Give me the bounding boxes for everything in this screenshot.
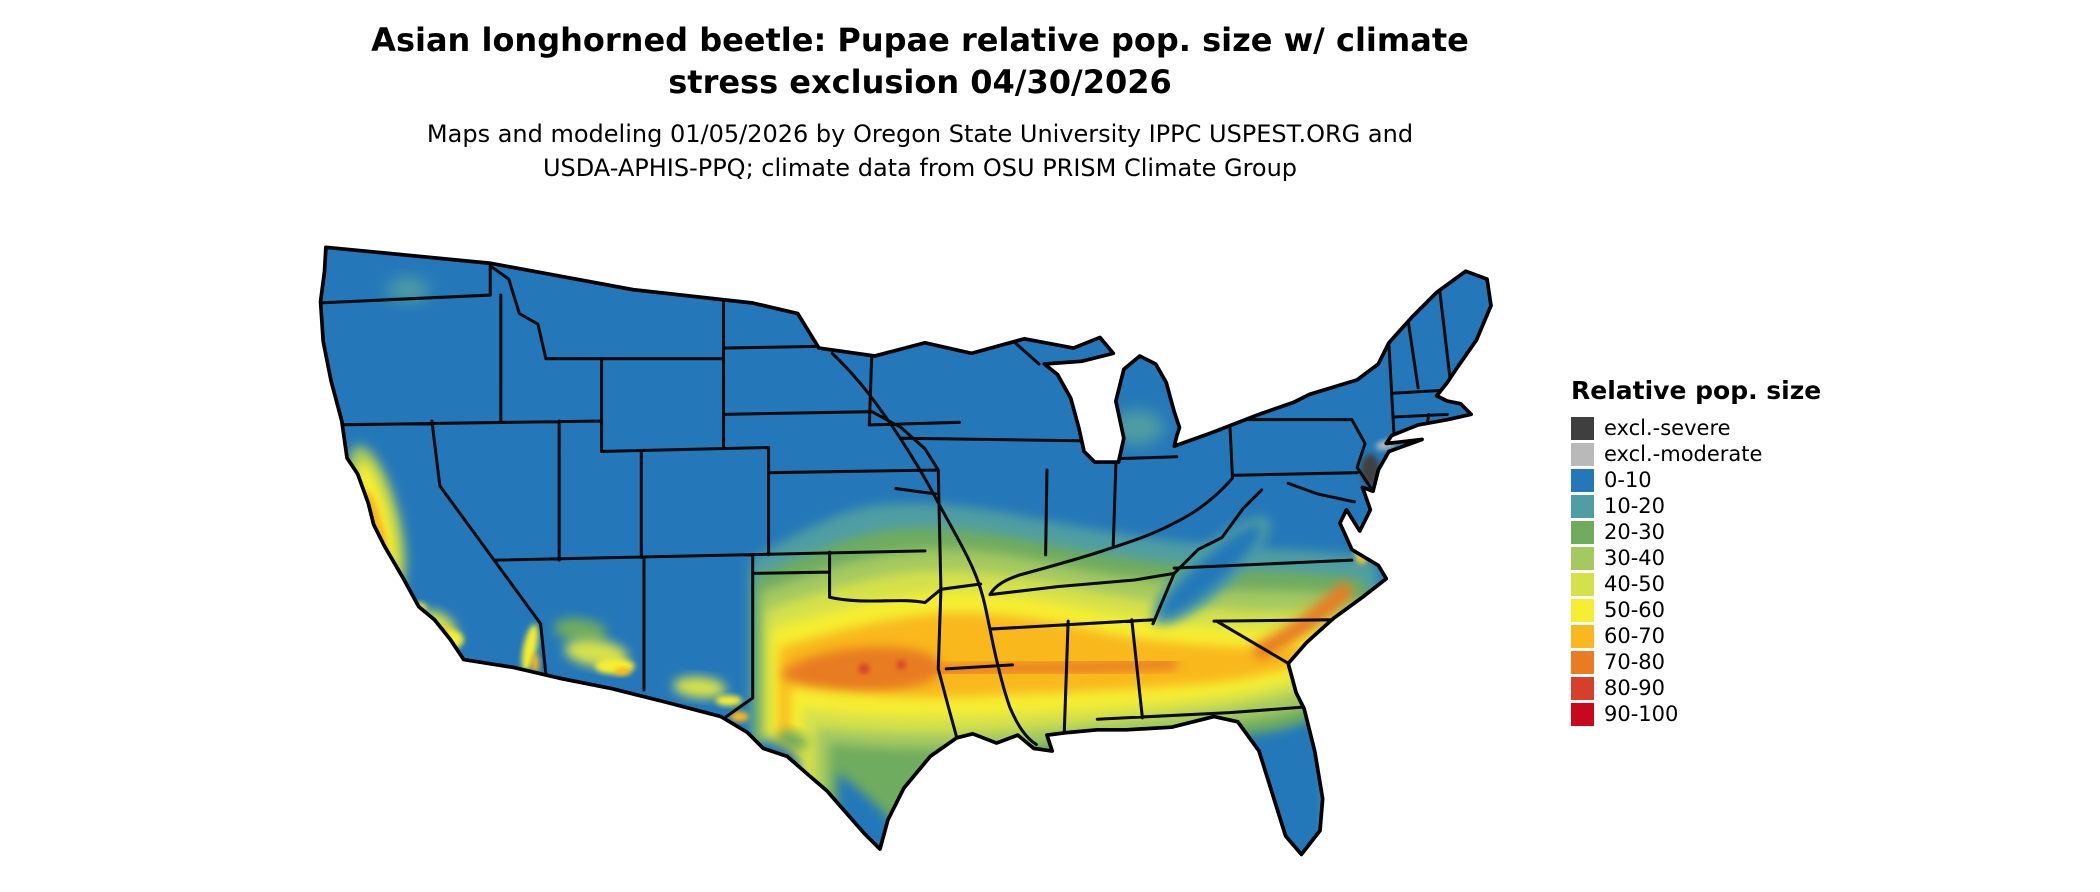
speck-80-90 — [858, 663, 870, 675]
us-outline — [318, 245, 1493, 857]
legend-item-label: excl.-moderate — [1604, 442, 1763, 466]
map-canvas — [302, 226, 1548, 889]
core-70-80-carolinas — [1253, 583, 1353, 659]
legend-swatch — [1571, 494, 1594, 518]
legend-item-label: excl.-severe — [1604, 416, 1731, 440]
bigbend-green — [777, 730, 808, 751]
legend-swatch — [1571, 468, 1594, 492]
title-line-1: Asian longhorned beetle: Pupae relative … — [371, 21, 1469, 59]
appalachian-blue — [1161, 525, 1262, 617]
legend-item: 40-50 — [1571, 571, 1821, 597]
az-green — [554, 618, 607, 643]
legend-swatch — [1571, 546, 1594, 570]
speck-80-90 — [896, 660, 906, 670]
subtitle-line-1: Maps and modeling 01/05/2026 by Oregon S… — [426, 120, 1414, 148]
legend-item-label: 10-20 — [1604, 494, 1666, 518]
nm-yellow — [715, 695, 743, 706]
us-map — [318, 245, 1493, 857]
core-70-80-gulf — [929, 657, 1178, 678]
elpaso-amber — [730, 711, 749, 722]
legend-item-label: 30-40 — [1604, 546, 1666, 570]
legend-item: 30-40 — [1571, 545, 1821, 571]
legend-swatch — [1571, 650, 1594, 674]
legend-items: excl.-severe excl.-moderate 0-10 10-20 20-30… — [1571, 415, 1821, 727]
state-borders — [320, 261, 1452, 746]
legend-title: Relative pop. size — [1571, 376, 1822, 405]
legend-swatch — [1571, 702, 1594, 726]
legend-item-label: 60-70 — [1604, 624, 1666, 648]
title-line-2: stress exclusion 04/30/2026 — [668, 62, 1172, 101]
legend-item-label: 0-10 — [1604, 468, 1652, 492]
raster-layers — [320, 247, 1492, 855]
legend-item: 0-10 — [1571, 467, 1821, 493]
legend-item-label: 70-80 — [1604, 650, 1666, 674]
socal-yellow — [431, 629, 464, 651]
legend: Relative pop. size excl.-severe excl.-mod… — [1571, 376, 1821, 727]
legend-item: 20-30 — [1571, 519, 1821, 545]
legend-item: 60-70 — [1571, 623, 1821, 649]
legend-item: 90-100 — [1571, 701, 1821, 727]
legend-item-label: 80-90 — [1604, 676, 1666, 700]
legend-item: 50-60 — [1571, 597, 1821, 623]
colorado-river-amber — [531, 654, 540, 673]
subtitle-line-2: USDA-APHIS-PPQ; climate data from OSU PR… — [542, 153, 1298, 182]
legend-item-label: 20-30 — [1604, 520, 1666, 544]
legend-item: 80-90 — [1571, 675, 1821, 701]
map-subtitle: Maps and modeling 01/05/2026 by Oregon S… — [0, 118, 1840, 185]
legend-item-label: 90-100 — [1604, 702, 1679, 726]
columbia-basin-teal — [386, 277, 430, 302]
nm-yellowgreen — [673, 676, 727, 699]
legend-item: excl.-severe — [1571, 415, 1821, 441]
legend-item: 70-80 — [1571, 649, 1821, 675]
legend-swatch — [1571, 442, 1594, 466]
legend-swatch — [1571, 520, 1594, 544]
legend-swatch — [1571, 624, 1594, 648]
legend-swatch — [1571, 676, 1594, 700]
az-amber — [614, 667, 631, 676]
legend-swatch — [1571, 598, 1594, 622]
legend-item: excl.-moderate — [1571, 441, 1821, 467]
legend-item: 10-20 — [1571, 493, 1821, 519]
map-title: Asian longhorned beetle: Pupae relative … — [0, 20, 1840, 103]
colorado-river-yellow — [521, 624, 539, 672]
legend-item-label: 50-60 — [1604, 598, 1666, 622]
legend-item-label: 40-50 — [1604, 572, 1666, 596]
legend-swatch — [1571, 572, 1594, 596]
legend-swatch — [1571, 416, 1594, 440]
